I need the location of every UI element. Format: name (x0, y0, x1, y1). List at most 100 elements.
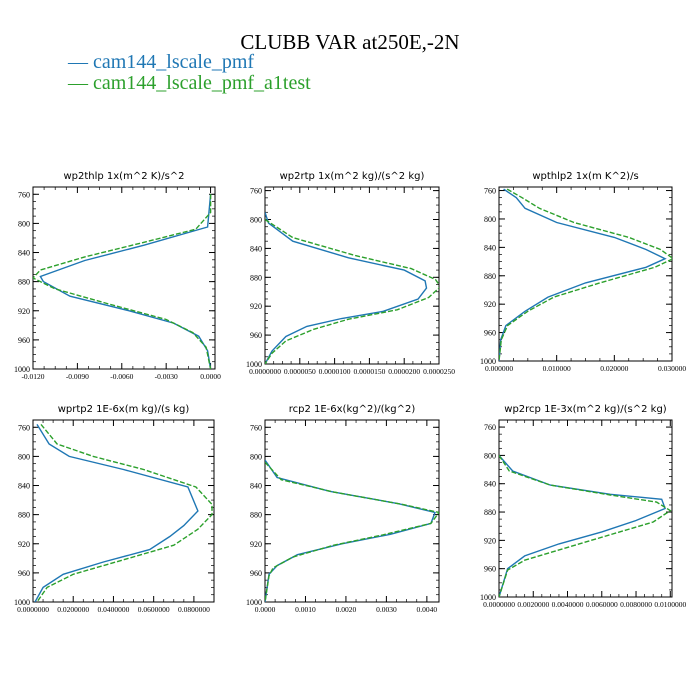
y-tick-label: 920 (18, 307, 30, 316)
y-tick-label: 880 (18, 511, 30, 520)
x-tick-label: 0.0000000 (17, 605, 49, 614)
subplot-4: wprtp2 1E-6x(m kg)/(s kg) 760 800 840 880 920… (14, 404, 215, 614)
plot-frame (264, 419, 440, 603)
x-tick-label: 0.0010 (295, 605, 316, 614)
y-tick-label: 920 (484, 536, 496, 545)
x-tick-label: 0.0060000 (586, 600, 618, 609)
y-tick-label: 960 (250, 569, 262, 578)
x-tick-label: 0.0080000 (620, 600, 652, 609)
y-tick-label: 760 (484, 423, 496, 432)
x-tick-label: -0.0090 (66, 372, 89, 381)
y-tick-label: 840 (250, 482, 262, 491)
x-tick-label: 0.0000150 (353, 367, 385, 376)
x-tick-label: 0.0020000 (517, 600, 549, 609)
subplot-title: wp2thlp 1x(m^2 K)/s^2 (63, 171, 184, 182)
x-tick-label: 0.0100000 (654, 600, 686, 609)
x-tick-label: 0.0200000 (57, 605, 89, 614)
subplot-title: wpthlp2 1x(m K^2)/s (532, 171, 638, 182)
y-tick-label: 800 (484, 451, 496, 460)
y-tick-label: 840 (484, 480, 496, 489)
series-line-1 (34, 424, 199, 602)
y-tick-label: 760 (18, 190, 30, 199)
x-tick-label: 0.0000 (200, 372, 221, 381)
y-tick-label: 760 (18, 423, 30, 432)
y-tick-label: 1000 (480, 357, 496, 366)
x-tick-label: 0.0020 (336, 605, 357, 614)
y-tick-label: 800 (18, 219, 30, 228)
series-line-2 (265, 218, 439, 364)
x-tick-label: 0.0000050 (284, 367, 316, 376)
y-tick-label: 760 (250, 187, 262, 196)
y-tick-label: 760 (250, 423, 262, 432)
y-tick-label: 840 (250, 244, 262, 253)
subplot-title: wp2rtp 1x(m^2 kg)/(s^2 kg) (280, 171, 425, 182)
x-tick-label: 0.0000 (255, 605, 276, 614)
figure-title: CLUBB VAR at250E,-2N (240, 30, 460, 54)
series-line-2 (499, 455, 672, 597)
plot-frame (32, 186, 216, 370)
subplot-2: wp2rtp 1x(m^2 kg)/(s^2 kg) 760 800 840 880 92… (246, 171, 455, 376)
y-tick-label: 880 (484, 508, 496, 517)
series-line-1 (265, 212, 428, 364)
series-line-2 (499, 188, 672, 361)
x-tick-label: -0.0060 (110, 372, 133, 381)
y-tick-label: 880 (18, 278, 30, 287)
x-tick-label: 0.0030 (376, 605, 397, 614)
y-tick-label: 880 (250, 273, 262, 282)
plot-frame (498, 419, 673, 598)
plot-frame (498, 186, 673, 362)
x-tick-label: 0.0000000 (249, 367, 281, 376)
y-tick-label: 760 (484, 187, 496, 196)
x-tick-label: 0.0000250 (423, 367, 455, 376)
x-tick-label: -0.0120 (21, 372, 44, 381)
y-tick-label: 960 (484, 329, 496, 338)
series-line-1 (499, 188, 667, 361)
legend-entry-2: — cam144_lscale_pmf_a1test (68, 72, 311, 94)
subplot-title: wprtp2 1E-6x(m kg)/(s kg) (58, 404, 190, 415)
y-tick-label: 960 (250, 331, 262, 340)
x-tick-label: 0.0800000 (178, 605, 210, 614)
x-tick-label: 0.030000 (658, 364, 686, 373)
y-tick-label: 840 (18, 482, 30, 491)
series-line-1 (499, 454, 666, 597)
subplot-3: wpthlp2 1x(m K^2)/s 760 800 840 880 920 960 100… (480, 171, 686, 373)
y-tick-label: 800 (18, 452, 30, 461)
series-line-2 (36, 423, 213, 602)
x-tick-label: 0.0400000 (98, 605, 130, 614)
plot-frame (32, 419, 215, 603)
y-tick-label: 840 (484, 243, 496, 252)
subplot-6: wp2rcp 1E-3x(m^2 kg)/(s^2 kg) 760 800 840 88… (480, 404, 686, 609)
y-tick-label: 880 (484, 272, 496, 281)
y-tick-label: 880 (250, 511, 262, 520)
y-tick-label: 1000 (14, 598, 30, 607)
legend-label-1: cam144_lscale_pmf (93, 51, 255, 73)
y-tick-label: 960 (18, 569, 30, 578)
x-tick-label: 0.0600000 (138, 605, 170, 614)
x-tick-label: 0.020000 (600, 364, 628, 373)
x-tick-label: 0.0000000 (483, 600, 515, 609)
y-tick-label: 920 (250, 302, 262, 311)
x-tick-label: 0.010000 (543, 364, 571, 373)
x-tick-label: 0.0000100 (319, 367, 351, 376)
y-tick-label: 800 (250, 452, 262, 461)
y-tick-label: 1000 (246, 360, 262, 369)
x-tick-label: 0.0040 (417, 605, 438, 614)
series-line-1 (39, 194, 212, 369)
y-tick-label: 960 (484, 565, 496, 574)
y-tick-label: 920 (250, 540, 262, 549)
x-tick-label: 0.0040000 (552, 600, 584, 609)
series-line-2 (33, 194, 212, 369)
y-tick-label: 1000 (480, 593, 496, 602)
y-tick-label: 920 (18, 540, 30, 549)
subplot-title: wp2rcp 1E-3x(m^2 kg)/(s^2 kg) (504, 404, 667, 415)
legend-line-2: — (68, 72, 88, 94)
legend-line-1: — (68, 51, 88, 73)
y-tick-label: 920 (484, 300, 496, 309)
plot-frame (264, 186, 440, 365)
legend-label-2: cam144_lscale_pmf_a1test (93, 72, 311, 94)
y-tick-label: 840 (18, 249, 30, 258)
y-tick-label: 800 (484, 215, 496, 224)
x-tick-label: 0.0000200 (388, 367, 420, 376)
